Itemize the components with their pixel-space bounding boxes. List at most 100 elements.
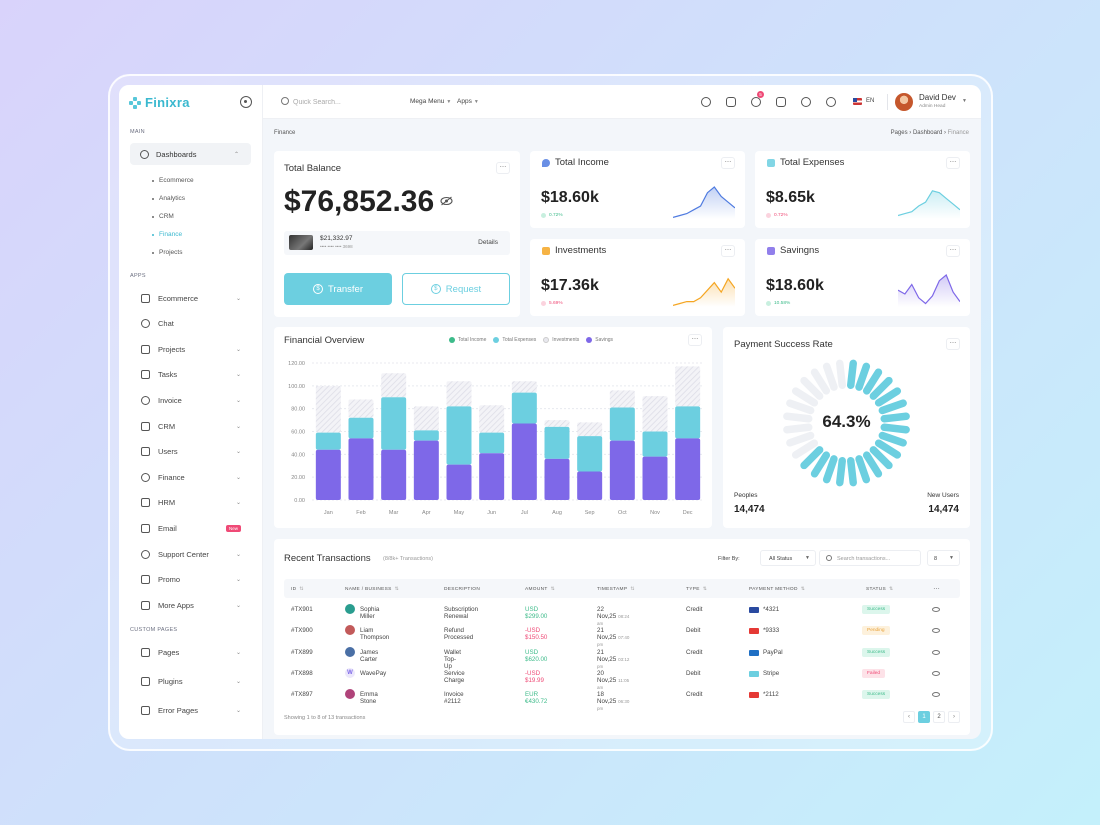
bar-investments	[479, 405, 505, 433]
eye-icon[interactable]	[932, 670, 940, 676]
bar-investments	[675, 366, 701, 407]
sidebar-item-email[interactable]: Email New	[141, 521, 251, 535]
tx-timestamp: 20 Nov,25 11:05 am	[597, 669, 630, 690]
bell-icon[interactable]	[751, 97, 761, 107]
stat-change: 0.72%	[766, 213, 788, 218]
sidebar-subitem[interactable]: Finance	[152, 231, 182, 238]
more-options-icon[interactable]: …	[496, 162, 510, 174]
sidebar-item-users[interactable]: Users ⌄	[141, 445, 251, 459]
transfer-button[interactable]: $ Transfer	[284, 273, 392, 305]
theme-sun-icon[interactable]	[701, 97, 711, 107]
card-title: Financial Overview	[284, 335, 365, 346]
per-page-select[interactable]: 8 ▼	[927, 550, 960, 566]
column-header[interactable]: TYPE ⇅	[686, 587, 708, 592]
more-options-icon[interactable]: …	[946, 338, 960, 350]
sidebar-subitem[interactable]: Projects	[152, 249, 182, 256]
breadcrumb-dashboard[interactable]: Dashboard	[912, 130, 943, 136]
transactions-search[interactable]: Search transactions...	[819, 550, 921, 566]
gauge-segment-filled	[836, 457, 846, 487]
legend-item[interactable]: Savings	[586, 337, 613, 343]
page-button[interactable]: 1	[918, 711, 930, 723]
palette-icon[interactable]	[801, 97, 811, 107]
sidebar-item-ecommerce[interactable]: Ecommerce ⌄	[141, 291, 251, 305]
sidebar-item-finance[interactable]: Finance ⌄	[141, 470, 251, 484]
eye-icon[interactable]	[932, 649, 940, 655]
chevron-down-icon[interactable]: ▼	[962, 98, 967, 104]
sidebar-item-support-center[interactable]: Support Center ⌄	[141, 547, 251, 561]
column-header[interactable]: TIMESTAMP ⇅	[597, 587, 635, 592]
sidebar-item-plugins[interactable]: Plugins ⌄	[141, 674, 251, 688]
trend-down-icon	[766, 213, 771, 218]
more-options-icon[interactable]: …	[946, 245, 960, 257]
sidebar-subitem[interactable]: Analytics	[152, 195, 185, 202]
bar-savings	[577, 471, 603, 500]
chevron-down-icon: ⌄	[235, 577, 241, 584]
eye-icon[interactable]	[932, 607, 940, 612]
column-header[interactable]: AMOUNT ⇅	[525, 587, 555, 592]
tx-name[interactable]: Emma Stone	[360, 691, 378, 706]
tx-name[interactable]: James Carter	[360, 648, 379, 663]
tx-payment-method: *4321	[763, 606, 780, 613]
us-flag-icon[interactable]	[853, 98, 862, 105]
gear-icon[interactable]	[826, 97, 836, 107]
chevron-down-icon: ⌄	[235, 500, 241, 507]
column-header[interactable]: STATUS ⇅	[866, 587, 894, 592]
eye-off-icon[interactable]	[440, 196, 453, 206]
status-filter-select[interactable]: All Status ▼	[760, 550, 816, 566]
bar-savings	[511, 423, 537, 500]
eye-icon[interactable]	[932, 692, 940, 698]
more-options-icon[interactable]: …	[946, 157, 960, 169]
sidebar-subitem[interactable]: Ecommerce	[152, 177, 194, 184]
sidebar-item-crm[interactable]: CRM ⌄	[141, 419, 251, 433]
sidebar-toggle-icon[interactable]	[240, 96, 252, 108]
more-options-icon[interactable]: …	[688, 334, 702, 346]
column-header[interactable]: DESCRIPTION	[444, 587, 481, 592]
sidebar-item-projects[interactable]: Projects ⌄	[141, 342, 251, 356]
sidebar-item-dashboards[interactable]: Dashboards ⌃	[130, 143, 251, 165]
sidebar-item-more-apps[interactable]: More Apps ⌄	[141, 598, 251, 612]
sidebar-item-label: Promo	[158, 575, 181, 585]
tx-id: #TX900	[291, 627, 313, 635]
sidebar-item-pages[interactable]: Pages ⌄	[141, 645, 251, 659]
tx-name[interactable]: Sophia Miller	[360, 606, 380, 620]
bar-savings	[479, 453, 505, 500]
brand[interactable]: Finixra	[129, 95, 190, 110]
sidebar-subitem[interactable]: CRM	[152, 213, 174, 220]
column-header[interactable]: NAME / BUSINESS ⇅	[345, 587, 399, 592]
column-header[interactable]: PAYMENT METHOD ⇅	[749, 587, 806, 592]
bar-expenses	[609, 407, 635, 441]
legend-item[interactable]: Total Income	[449, 337, 486, 343]
fullscreen-icon[interactable]	[776, 97, 786, 107]
breadcrumb-pages[interactable]: Pages	[890, 130, 908, 136]
tx-name[interactable]: Liam Thompson	[360, 627, 390, 642]
request-button[interactable]: $ Request	[402, 273, 510, 305]
mega-menu-link[interactable]: Mega Menu ▼	[410, 98, 452, 105]
bar-expenses	[544, 426, 570, 459]
column-header[interactable]: ID ⇅	[291, 587, 304, 592]
sidebar-item-hrm[interactable]: HRM ⌄	[141, 496, 251, 510]
more-options-icon[interactable]: …	[933, 584, 941, 591]
search-input[interactable]	[293, 95, 403, 109]
user-name[interactable]: David Dev	[919, 93, 956, 102]
more-options-icon[interactable]: …	[721, 157, 735, 169]
legend-item[interactable]: Total Expenses	[493, 337, 536, 343]
sidebar-item-tasks[interactable]: Tasks ⌄	[141, 368, 251, 382]
sidebar-item-promo[interactable]: Promo ⌄	[141, 573, 251, 587]
prev-page-button[interactable]: ‹	[903, 711, 915, 723]
language-selector[interactable]: EN	[866, 98, 875, 104]
sidebar-item-chat[interactable]: Chat	[141, 317, 251, 331]
more-options-icon[interactable]: …	[721, 245, 735, 257]
sidebar-item-error-pages[interactable]: Error Pages ⌄	[141, 703, 251, 717]
page-button[interactable]: 2	[933, 711, 945, 723]
eye-icon[interactable]	[932, 628, 940, 634]
tx-name[interactable]: WavePay	[360, 669, 387, 677]
gauge-segment-filled	[822, 455, 838, 484]
details-link[interactable]: Details	[478, 239, 498, 246]
tx-id: #TX898	[291, 669, 313, 677]
sidebar-item-invoice[interactable]: Invoice ⌄	[141, 393, 251, 407]
avatar[interactable]	[895, 93, 913, 111]
next-page-button[interactable]: ›	[948, 711, 960, 723]
apps-menu-link[interactable]: Apps ▼	[457, 98, 479, 105]
legend-item[interactable]: Investments	[543, 337, 579, 343]
apps-grid-icon[interactable]	[726, 97, 736, 107]
